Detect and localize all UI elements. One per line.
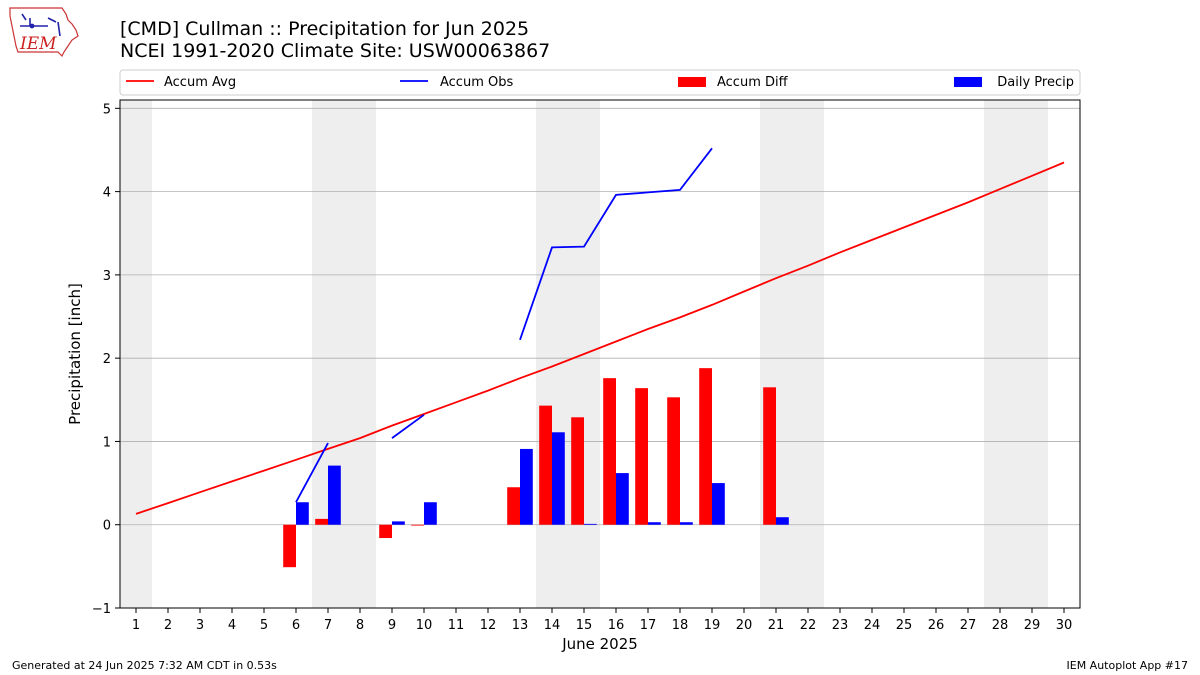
- daily-precip-bar: [424, 502, 437, 525]
- bars: [283, 368, 789, 568]
- x-tick-label: 9: [388, 618, 396, 633]
- accum-diff-bar: [667, 397, 680, 525]
- y-tick-label: −1: [92, 602, 111, 617]
- x-tick-label: 30: [1056, 618, 1073, 633]
- weekend-band: [1016, 100, 1048, 608]
- legend-label: Daily Precip: [997, 75, 1074, 90]
- weekend-band: [792, 100, 824, 608]
- x-tick-label: 25: [896, 618, 913, 633]
- x-tick-label: 19: [704, 618, 721, 633]
- x-tick-label: 1: [132, 618, 140, 633]
- daily-precip-bar: [776, 517, 789, 525]
- x-tick-label: 14: [544, 618, 561, 633]
- y-tick-label: 3: [103, 269, 111, 284]
- x-tick-label: 21: [768, 618, 785, 633]
- daily-precip-bar: [392, 521, 405, 525]
- x-tick-label: 7: [324, 618, 332, 633]
- weekend-band: [536, 100, 568, 608]
- series-lines: [135, 147, 1065, 515]
- accum-diff-bar: [507, 487, 520, 525]
- accum-avg-line: [135, 161, 1065, 515]
- chart-title: [CMD] Cullman :: Precipitation for Jun 2…: [120, 18, 530, 40]
- weekend-band: [120, 100, 152, 608]
- accum-diff-bar: [699, 368, 712, 525]
- daily-precip-bar: [328, 465, 341, 525]
- iem-logo: IEM: [9, 7, 79, 58]
- accum-diff-bar: [603, 378, 616, 525]
- daily-precip-bar: [552, 432, 565, 525]
- x-tick-label: 5: [260, 618, 268, 633]
- weekend-band: [344, 100, 376, 608]
- x-tick-label: 13: [512, 618, 529, 633]
- accum-obs-line: [519, 147, 713, 341]
- x-tick-label: 10: [416, 618, 433, 633]
- legend-box: [119, 69, 1081, 96]
- legend: Accum Avg Accum Obs Accum Diff Daily Precip: [119, 69, 1081, 96]
- x-tick-label: 20: [736, 618, 753, 633]
- app-credit: IEM Autoplot App #17: [1066, 659, 1189, 672]
- daily-precip-bar: [520, 448, 533, 525]
- state-outline-icon: [9, 7, 79, 58]
- x-tick-label: 22: [800, 618, 817, 633]
- accum-diff-bar: [379, 524, 392, 539]
- chart-subtitle: NCEI 1991-2020 Climate Site: USW00063867: [120, 40, 551, 62]
- x-tick-label: 24: [864, 618, 881, 633]
- x-tick-label: 6: [292, 618, 300, 633]
- weekend-band: [984, 100, 1016, 608]
- x-tick-label: 8: [356, 618, 364, 633]
- x-tick-label: 23: [832, 618, 849, 633]
- x-tick-label: 4: [228, 618, 236, 633]
- x-tick-label: 2: [164, 618, 172, 633]
- x-tick-label: 18: [672, 618, 689, 633]
- y-axis-label: Precipitation [inch]: [66, 283, 84, 425]
- x-tick-label: 29: [1024, 618, 1041, 633]
- legend-bar-symbol: [678, 77, 706, 87]
- x-tick-label: 17: [640, 618, 657, 633]
- accum-obs-line: [295, 442, 329, 503]
- legend-label: Accum Obs: [440, 75, 513, 90]
- x-tick-label: 16: [608, 618, 625, 633]
- accum-diff-bar: [571, 417, 584, 525]
- x-tick-label: 11: [448, 618, 465, 633]
- y-tick-label: 0: [103, 519, 111, 534]
- accum-diff-bar: [283, 524, 296, 568]
- legend-label: Accum Avg: [164, 75, 236, 90]
- y-tick-label: 5: [103, 102, 111, 117]
- y-tick-label: 4: [103, 186, 111, 201]
- logo-text: IEM: [19, 34, 57, 54]
- plot-frame: [119, 99, 1081, 609]
- x-tick-label: 3: [196, 618, 204, 633]
- daily-precip-bar: [296, 502, 309, 525]
- accum-diff-bar: [411, 524, 424, 526]
- x-axis-label: June 2025: [561, 635, 638, 653]
- generated-note: Generated at 24 Jun 2025 7:32 AM CDT in …: [12, 659, 277, 672]
- daily-precip-bar: [616, 473, 629, 525]
- daily-precip-bar: [712, 483, 725, 525]
- accum-diff-bar: [763, 387, 776, 525]
- accum-diff-bar: [635, 388, 648, 525]
- y-tick-label: 2: [103, 352, 111, 367]
- y-tick-label: 1: [103, 435, 111, 450]
- legend-bar-symbol: [954, 77, 982, 87]
- x-tick-label: 28: [992, 618, 1009, 633]
- x-tick-label: 26: [928, 618, 945, 633]
- weekend-band: [760, 100, 792, 608]
- legend-label: Accum Diff: [717, 75, 789, 90]
- accum-obs-line: [391, 414, 425, 439]
- daily-precip-bar: [584, 523, 597, 525]
- x-tick-label: 27: [960, 618, 977, 633]
- daily-precip-bar: [680, 522, 693, 525]
- daily-precip-bar: [648, 522, 661, 525]
- x-tick-label: 12: [480, 618, 497, 633]
- accum-diff-bar: [539, 405, 552, 525]
- accum-diff-bar: [315, 518, 328, 525]
- weekend-band: [312, 100, 344, 608]
- x-tick-label: 15: [576, 618, 593, 633]
